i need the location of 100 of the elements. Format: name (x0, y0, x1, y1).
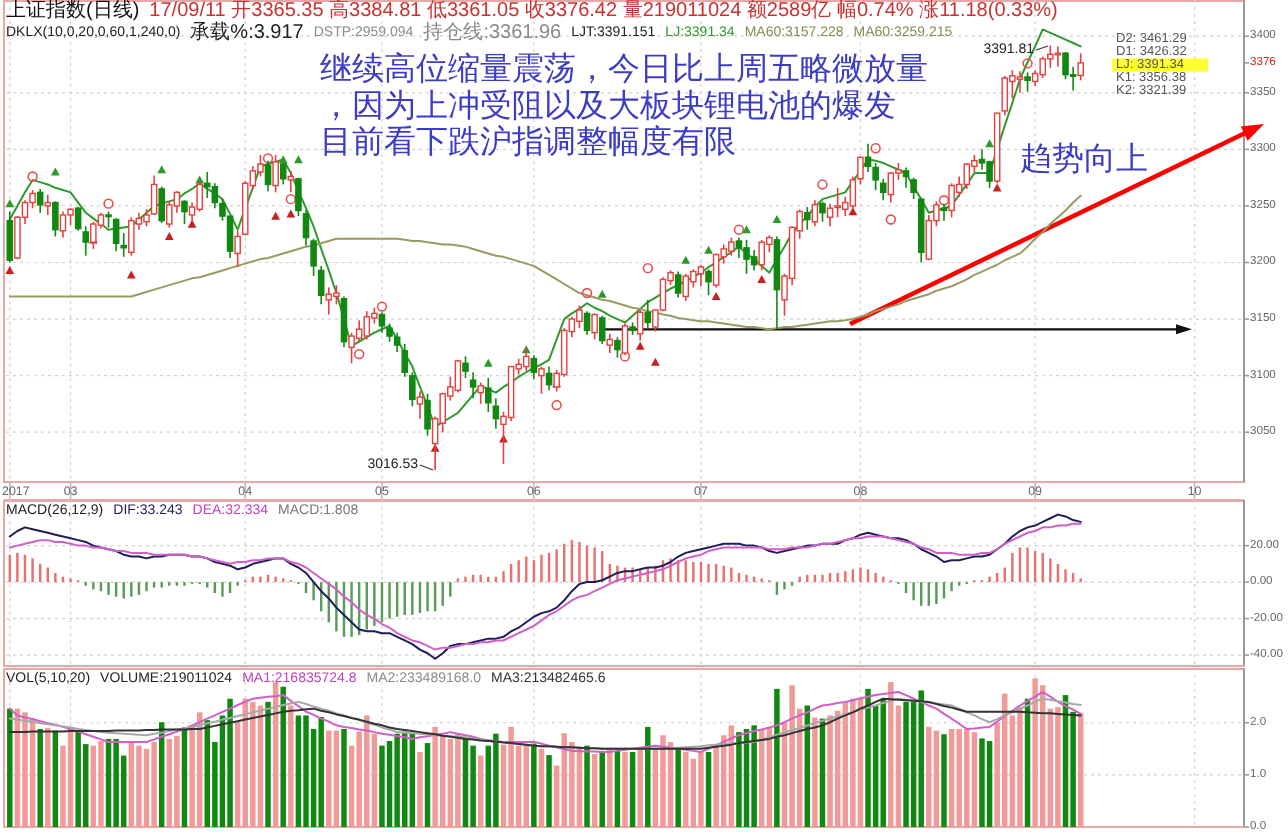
bar (318, 717, 324, 827)
point (376, 301, 388, 312)
point (1022, 58, 1033, 69)
candlestick (158, 185, 165, 224)
bar (37, 728, 43, 827)
bar (948, 728, 955, 827)
bar (736, 732, 742, 827)
candlestick (705, 268, 712, 297)
point (704, 245, 713, 254)
bar (379, 745, 385, 827)
candlestick (728, 236, 735, 257)
bar (493, 733, 499, 827)
bar (424, 743, 431, 827)
point (619, 351, 631, 362)
bar (827, 715, 833, 827)
point (5, 266, 15, 275)
candlestick (469, 371, 477, 400)
bar (250, 701, 256, 827)
bar (508, 726, 514, 827)
point (187, 219, 197, 228)
candlestick (697, 263, 705, 288)
chart-title: 上证指数(日线) (6, 0, 140, 22)
bar (143, 748, 150, 827)
annotation: 承载%:3.917 (190, 20, 305, 44)
candlestick (325, 286, 333, 316)
candlestick (363, 310, 371, 341)
candlestick (963, 162, 971, 190)
point (353, 348, 365, 360)
bar (7, 708, 13, 827)
bar (683, 751, 689, 827)
point (642, 262, 653, 274)
bar (151, 742, 157, 827)
bar (584, 745, 590, 827)
candlestick (181, 199, 188, 225)
bar (303, 715, 309, 827)
bar (812, 717, 818, 827)
candlestick (682, 273, 690, 302)
candlestick (128, 216, 135, 257)
point (103, 198, 114, 209)
bar (455, 733, 461, 827)
candlestick (6, 210, 14, 264)
point (650, 357, 660, 366)
bar (477, 755, 484, 827)
bar (45, 727, 51, 827)
candlestick (948, 182, 955, 219)
bar (850, 698, 856, 827)
bar (447, 738, 454, 827)
bar (645, 726, 651, 827)
point (597, 289, 607, 298)
bar (591, 754, 598, 827)
point (551, 399, 562, 411)
point (772, 215, 782, 224)
bar (698, 751, 704, 827)
bar (136, 745, 142, 827)
bar (1032, 678, 1038, 827)
bar (417, 751, 423, 827)
candlestick (52, 200, 59, 238)
candlestick (150, 174, 158, 216)
bar (546, 755, 552, 827)
point (985, 139, 994, 148)
bar (1077, 712, 1084, 827)
line-series (8, 194, 1082, 331)
bar (751, 725, 757, 827)
candlestick (416, 390, 424, 420)
bar (98, 740, 104, 827)
point (294, 155, 303, 164)
candlestick (811, 199, 819, 228)
candlestick (1016, 70, 1024, 94)
bar (629, 751, 636, 827)
annotation: 趋势向上 (1020, 141, 1148, 177)
bar (295, 715, 302, 827)
candlestick (112, 217, 120, 252)
candlestick (735, 236, 743, 259)
annotation: 持仓线:3361.96 (423, 20, 563, 44)
bar (607, 747, 613, 827)
bar (333, 730, 340, 827)
annotation: ，因为上冲受阻以及大板块锂电池的爆发 (320, 87, 896, 124)
point (157, 165, 167, 174)
candlestick (424, 392, 431, 437)
bar (1055, 707, 1061, 827)
candlestick (674, 270, 682, 299)
bar (986, 740, 993, 827)
bar (113, 738, 119, 827)
candlestick (887, 171, 895, 204)
bar (918, 690, 924, 827)
bar (926, 726, 932, 827)
bar (637, 748, 643, 827)
point (848, 207, 858, 216)
bar (880, 698, 886, 827)
candlestick (614, 336, 621, 359)
bar (75, 731, 81, 827)
candlestick (591, 312, 598, 341)
bar (128, 742, 135, 827)
point (742, 225, 751, 234)
bar (432, 726, 438, 827)
candlestick (287, 170, 295, 194)
candlestick (606, 332, 614, 354)
candlestick (826, 202, 834, 228)
candlestick (1001, 75, 1009, 117)
candlestick (82, 225, 90, 257)
